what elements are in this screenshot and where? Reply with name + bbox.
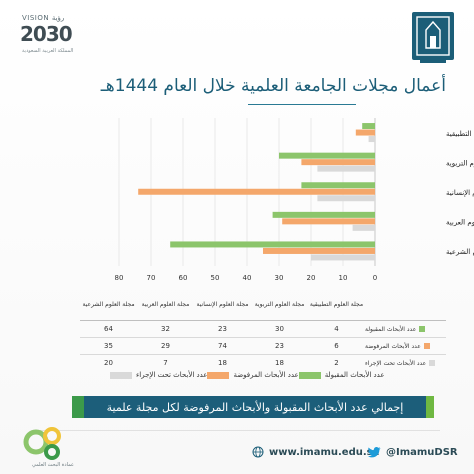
row-swatch-accepted (419, 326, 426, 332)
banner-accent-left (72, 396, 84, 418)
table-header-cell: مجلة العلوم التطبيقية (309, 300, 364, 308)
twitter-bird-icon (368, 443, 381, 462)
x-tick-label: 40 (243, 274, 252, 282)
table-cell: 20 (104, 359, 113, 367)
twitter-text: @ImamuDSR (386, 447, 458, 458)
table-cell: 6 (334, 342, 339, 350)
table-cell: 32 (161, 325, 170, 333)
bar (282, 218, 375, 225)
row-swatch-rejected (423, 343, 430, 349)
banner-accent-right (426, 396, 434, 418)
bar (301, 159, 375, 166)
legend-swatch (110, 371, 132, 379)
legend-label: عدد الأبحاث المرفوضة (233, 371, 299, 379)
table-cell: 18 (275, 359, 284, 367)
vision-label: VISION رؤية (22, 14, 65, 22)
page-title: أعمال مجلات الجامعة العلمية خلال العام 1… (100, 76, 446, 96)
data-table: مجلة العلوم الشرعية مجلة العلوم العربية … (80, 290, 446, 371)
vision-year: 2030 (20, 22, 73, 46)
table-cell: 30 (275, 325, 284, 333)
table-cell: 4 (334, 325, 339, 333)
table-cell: 35 (104, 342, 113, 350)
table-header-cell: مجلة العلوم التربوية (254, 300, 305, 308)
legend-swatch (298, 371, 321, 379)
website-text: www.imamu.edu.sa (269, 447, 380, 458)
table-row: 64 32 23 30 4 عدد الأبحاث المقبولة (80, 320, 446, 337)
x-tick-label: 10 (339, 274, 348, 282)
x-tick-label: 30 (275, 274, 284, 282)
bar (279, 152, 375, 159)
category-label: مجلة العلوم العربية (446, 219, 474, 227)
bar (317, 165, 375, 172)
x-tick-label: 20 (307, 274, 316, 282)
bar (368, 136, 375, 143)
legend-item-rejected: عدد الأبحاث المرفوضة (207, 371, 299, 379)
university-logo-icon (410, 10, 456, 66)
x-tick-label: 0 (373, 274, 377, 282)
vision-2030-logo: VISION رؤية 2030 المملكة العربية السعودي… (18, 14, 88, 62)
bar (263, 247, 375, 254)
chart-category-labels: مجلة العلوم التطبيقية مجلة العلوم التربوي… (446, 130, 474, 256)
x-tick-label: 50 (211, 274, 220, 282)
table-header-cell: مجلة العلوم الإنسانية (196, 300, 249, 308)
table-cell: 18 (218, 359, 227, 367)
table-row-label: عدد الأبحاث المرفوضة (365, 342, 421, 350)
table-header: مجلة العلوم الشرعية مجلة العلوم العربية … (80, 290, 446, 320)
table-cell: 29 (161, 342, 170, 350)
table-row-label: عدد الأبحاث تحت الإجراء (365, 359, 427, 367)
table-cell: 64 (104, 325, 113, 333)
deanship-name: عمادة البحث العلمي (31, 462, 75, 468)
bar (311, 254, 375, 261)
twitter-handle[interactable]: @ImamuDSR (368, 443, 458, 462)
table-cell: 2 (334, 359, 339, 367)
x-tick-label: 60 (179, 274, 188, 282)
vision-subtitle: المملكة العربية السعودية (22, 48, 74, 54)
bar (170, 241, 375, 248)
table-header-cell: مجلة العلوم العربية (141, 300, 190, 308)
row-swatch-in-process (429, 360, 436, 366)
legend-item-in-process: عدد الأبحاث تحت الإجراء (110, 371, 207, 379)
bar (317, 195, 375, 202)
x-tick-label: 80 (115, 274, 124, 282)
bar (138, 188, 375, 195)
x-tick-label: 70 (147, 274, 156, 282)
category-label: مجلة العلوم التربوية (446, 159, 474, 167)
table-cell: 74 (218, 342, 227, 350)
deanship-logo-icon (22, 424, 78, 470)
category-label: مجلة العلوم التطبيقية (446, 130, 474, 138)
bar (362, 123, 375, 130)
table-cell: 23 (218, 325, 227, 333)
bar (301, 182, 375, 189)
table-row-label: عدد الأبحاث المقبولة (365, 325, 417, 333)
bar (272, 211, 375, 218)
legend-item-accepted: عدد الأبحاث المقبولة (298, 371, 385, 379)
table-cell: 7 (163, 359, 168, 367)
legend-label: عدد الأبحاث المقبولة (324, 371, 385, 379)
chart-tick-labels: 0 10 20 30 40 50 60 70 80 (115, 274, 378, 282)
summary-banner: إجمالي عدد الأبحاث المقبولة والأبحاث الم… (84, 396, 426, 418)
legend-label: عدد الأبحاث تحت الإجراء (136, 371, 208, 379)
chart-bars (138, 123, 375, 261)
table-cell: 23 (275, 342, 284, 350)
table-row: 20 7 18 18 2 عدد الأبحاث تحت الإجراء (80, 354, 446, 371)
table-row: 35 29 74 23 6 عدد الأبحاث المرفوضة (80, 337, 446, 354)
title-underline (248, 104, 356, 105)
chart-legend: عدد الأبحاث تحت الإجراء عدد الأبحاث المر… (110, 371, 385, 379)
globe-icon (252, 443, 264, 462)
legend-swatch (207, 371, 230, 379)
footer-divider (40, 430, 440, 431)
bar (355, 129, 375, 136)
website-link[interactable]: www.imamu.edu.sa (252, 443, 379, 462)
bar (352, 224, 375, 231)
table-header-cell: مجلة العلوم الشرعية (82, 300, 135, 308)
category-label: مجلة العلوم الإنسانية (446, 189, 474, 197)
category-label: مجلة العلوم الشرعية (446, 248, 474, 256)
